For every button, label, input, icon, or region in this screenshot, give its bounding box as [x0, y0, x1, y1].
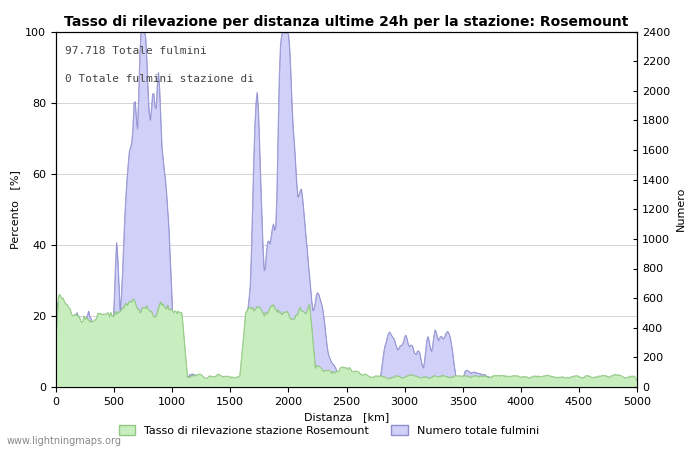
Y-axis label: Numero: Numero — [676, 187, 686, 231]
Text: 97.718 Totale fulmini: 97.718 Totale fulmini — [64, 46, 206, 56]
Text: www.lightningmaps.org: www.lightningmaps.org — [7, 436, 122, 446]
Title: Tasso di rilevazione per distanza ultime 24h per la stazione: Rosemount: Tasso di rilevazione per distanza ultime… — [64, 15, 629, 29]
Text: 0 Totale fulmini stazione di: 0 Totale fulmini stazione di — [64, 74, 253, 84]
X-axis label: Distanza   [km]: Distanza [km] — [304, 412, 389, 422]
Legend: Tasso di rilevazione stazione Rosemount, Numero totale fulmini: Tasso di rilevazione stazione Rosemount,… — [114, 420, 544, 440]
Y-axis label: Percento   [%]: Percento [%] — [10, 170, 20, 249]
